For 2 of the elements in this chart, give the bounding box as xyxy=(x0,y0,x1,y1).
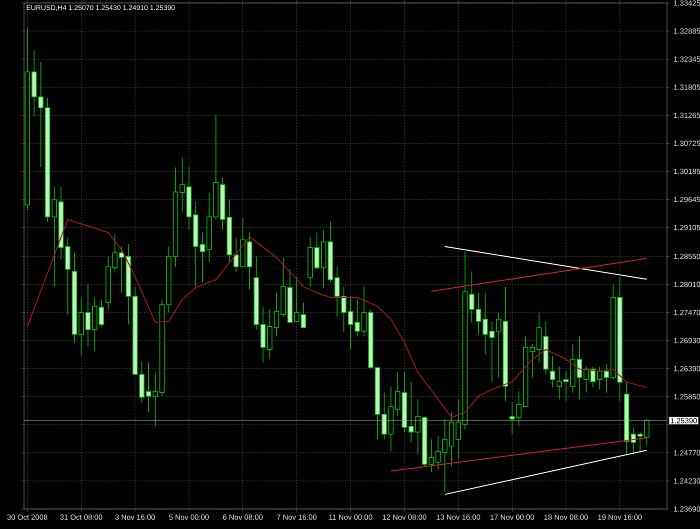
candlestick xyxy=(550,356,556,388)
line-series xyxy=(26,218,648,418)
